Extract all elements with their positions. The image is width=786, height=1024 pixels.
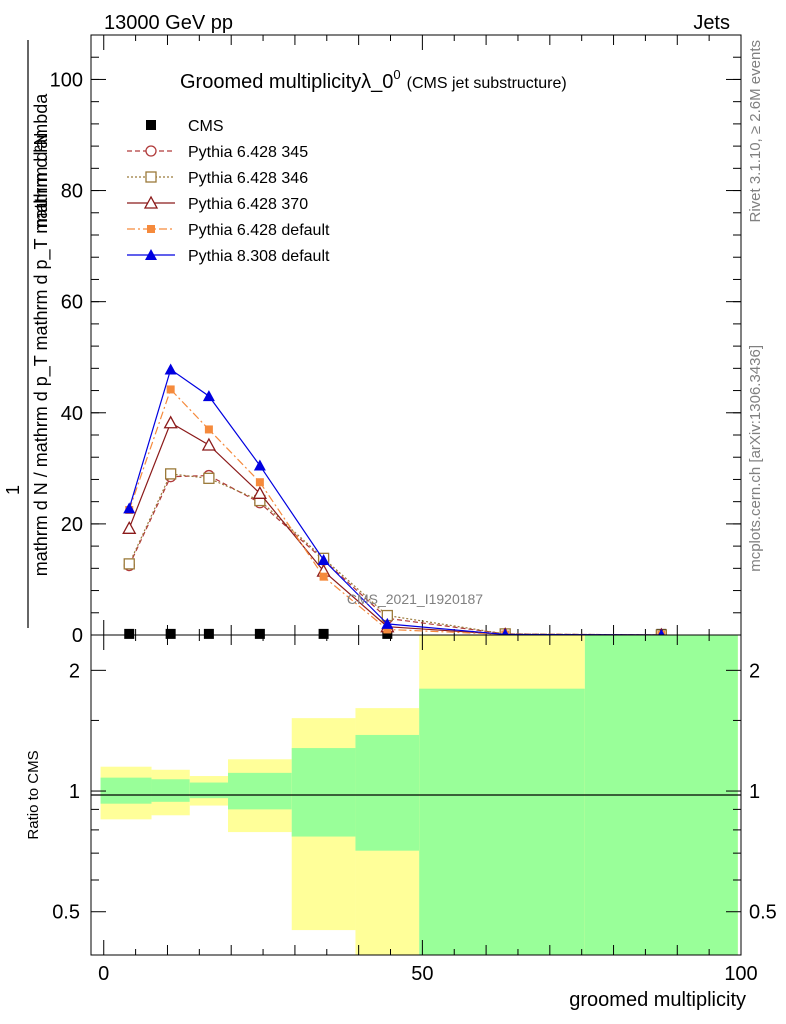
data-point: [124, 628, 135, 639]
ratio-ylabel: Ratio to CMS: [25, 750, 42, 839]
legend-entry: CMS: [146, 118, 224, 135]
data-point: [319, 572, 328, 581]
legend-marker: [146, 120, 156, 130]
data-point: [317, 554, 330, 565]
data-point: [252, 485, 267, 499]
data-point: [204, 425, 213, 434]
legend-label: Pythia 8.308 default: [188, 248, 330, 265]
data-point: [383, 625, 392, 634]
data-point: [203, 472, 215, 484]
ratio-y-tick-label-right: 1: [749, 781, 760, 803]
y-tick-label: 80: [61, 181, 83, 203]
series-2: [123, 468, 667, 641]
data-point: [254, 628, 265, 639]
ratio-inner-band: [291, 748, 356, 837]
ratio-inner-band: [355, 734, 420, 851]
ylabel-numerator: mathrm d²N: [31, 132, 51, 227]
y-tick-label: 0: [72, 625, 83, 647]
ratio-y-tick-label: 2: [69, 660, 80, 682]
legend-entry: Pythia 8.308 default: [127, 248, 330, 265]
rivet-label: Rivet 3.1.10, ≥ 2.6M events: [747, 40, 764, 223]
x-tick-label: 100: [724, 963, 757, 985]
y-tick-label: 100: [50, 69, 83, 91]
y-tick-label: 40: [61, 403, 83, 425]
data-point: [381, 617, 394, 629]
mcplots-label: mcplots.cern.ch [arXiv:1306.3436]: [747, 345, 764, 572]
data-point: [163, 415, 178, 429]
header-right: Jets: [693, 12, 730, 34]
ratio-inner-band: [100, 777, 152, 804]
data-point: [255, 478, 264, 487]
data-point: [203, 628, 214, 639]
ratio-ticks: 0.5 0.5 1 1 2 2 0 50 100: [52, 635, 777, 985]
y-tick-label: 20: [61, 514, 83, 536]
ratio-plot-frame: [90, 634, 742, 956]
data-point: [202, 390, 215, 402]
data-point: [165, 468, 177, 480]
legend-entry: Pythia 6.428 default: [127, 222, 330, 239]
series-line: [128, 473, 662, 636]
ratio-plot: 0.5 0.5 1 1 2 2 0 50 100 Ratio to CMS groomed mu…: [25, 634, 777, 1011]
data-point: [122, 520, 137, 534]
legend-label: Pythia 6.428 345: [188, 144, 308, 161]
data-point: [165, 628, 176, 639]
ylabel-one: 1: [3, 485, 23, 495]
data-point: [123, 558, 135, 570]
legend-label: Pythia 6.428 370: [188, 196, 308, 213]
series-line: [128, 368, 662, 636]
legend-marker: [145, 171, 157, 183]
ratio-inner-band: [189, 782, 229, 799]
series-line: [128, 474, 662, 636]
ratio-inner-band: [419, 688, 585, 955]
main-plot: 0 20 40 60 80 100 CMS_2021_I1920187 Groomed m…: [50, 34, 742, 647]
ratio-y-tick-label-right: 2: [749, 660, 760, 682]
legend-label: CMS: [188, 118, 224, 135]
legend-label: Pythia 6.428 346: [188, 170, 308, 187]
data-point: [166, 385, 175, 394]
ylabel-denominator: mathrm d N / mathrm d p_T mathrm d p_T m…: [31, 93, 52, 576]
legend-marker: [143, 195, 159, 209]
ratio-inner-band: [228, 772, 292, 810]
legend-marker: [145, 249, 157, 260]
y-tick-label: 60: [61, 292, 83, 314]
ratio-y-tick-label-right: 0.5: [749, 902, 777, 924]
main-ticks: 0 20 40 60 80 100: [50, 35, 742, 647]
legend-marker: [147, 225, 155, 233]
data-point: [382, 628, 393, 639]
x-tick-label: 0: [98, 963, 109, 985]
legend-marker: [145, 145, 157, 157]
legend: CMS Pythia 6.428 345 Pythia 6.428 346 Pythi…: [127, 118, 330, 265]
xlabel: groomed multiplicity: [569, 989, 746, 1011]
ratio-inner-band: [151, 779, 190, 802]
legend-entry: Pythia 6.428 346: [127, 170, 308, 187]
legend-entry: Pythia 6.428 370: [127, 195, 308, 213]
data-point: [164, 363, 177, 375]
data-point: [201, 437, 216, 451]
legend-entry: Pythia 6.428 345: [127, 144, 308, 161]
series-line: [128, 388, 662, 636]
analysis-watermark: CMS_2021_I1920187: [347, 591, 483, 607]
main-ylabel: 1 mathrm d²N mathrm d N / mathrm d p_T m…: [3, 40, 52, 628]
data-point: [318, 628, 329, 639]
series-1: [123, 469, 667, 641]
plot-title: Groomed multiplicityλ_00(CMS jet substru…: [180, 67, 567, 93]
data-point: [253, 459, 266, 471]
ratio-y-tick-label: 1: [69, 781, 80, 803]
data-point: [123, 502, 136, 514]
ratio-y-tick-label: 0.5: [52, 902, 80, 924]
header-left: 13000 GeV pp: [104, 12, 233, 34]
legend-label: Pythia 6.428 default: [188, 222, 330, 239]
x-tick-label: 50: [411, 963, 433, 985]
